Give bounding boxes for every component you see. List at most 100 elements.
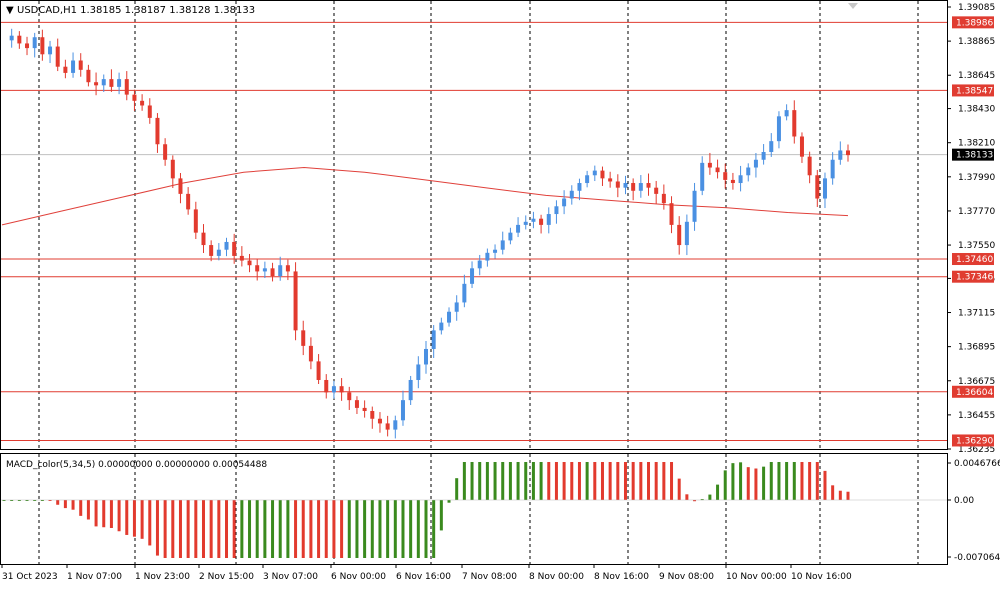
candle-body <box>78 60 83 70</box>
candle-body <box>48 46 53 55</box>
candle-body <box>700 162 705 191</box>
candle-body <box>784 110 789 117</box>
macd-bar <box>831 485 835 500</box>
candle-body <box>707 162 712 168</box>
macd-bar <box>25 500 29 501</box>
price-tick-label: 1.38865 <box>958 37 995 47</box>
candle-body <box>807 156 812 176</box>
candle-body <box>554 206 559 215</box>
candle-body <box>224 241 229 250</box>
macd-bar <box>462 462 466 500</box>
candle-body <box>646 183 651 188</box>
horizontal-level-lines[interactable] <box>1 21 947 441</box>
candle-body <box>393 420 398 430</box>
macd-bar <box>48 500 52 501</box>
candle-body <box>753 159 758 168</box>
price-tick-label: 1.37770 <box>958 207 995 217</box>
candle-body <box>178 178 183 194</box>
candle-body <box>362 407 367 412</box>
candle-body <box>577 183 582 191</box>
level-price-label: 1.36290 <box>956 436 993 446</box>
candle-body <box>600 170 605 179</box>
macd-bar <box>194 500 198 558</box>
macd-bar <box>432 500 436 558</box>
time-tick-label: 2 Nov 15:00 <box>199 572 254 582</box>
macd-bar <box>662 462 666 500</box>
candle-body <box>500 240 505 250</box>
candle-body <box>354 400 359 408</box>
candle-body <box>516 224 521 233</box>
macd-bar <box>347 500 351 558</box>
candle-body <box>71 60 76 73</box>
macd-bar <box>478 462 482 500</box>
time-tick-label: 3 Nov 07:00 <box>263 572 318 582</box>
candle-body <box>669 203 674 225</box>
candle-body <box>324 379 329 393</box>
macd-bar <box>455 478 459 500</box>
macd-bar <box>815 462 819 500</box>
macd-bar <box>424 500 428 558</box>
candle-body <box>838 150 843 160</box>
macd-bar <box>132 500 136 537</box>
macd-bar <box>700 499 704 501</box>
candle-body <box>140 100 145 106</box>
level-price-label: 1.37346 <box>956 273 993 283</box>
time-tick-label: 7 Nov 08:00 <box>462 572 517 582</box>
macd-bar <box>838 490 842 500</box>
candle-body <box>477 260 482 269</box>
macd-bar <box>769 462 773 500</box>
candle-body <box>25 43 30 49</box>
macd-bar <box>439 500 443 531</box>
candle-body <box>746 167 751 176</box>
candle-body <box>454 302 459 312</box>
macd-bar <box>600 462 604 500</box>
grid-lines <box>1 1 947 564</box>
chart-menu-arrow-icon[interactable] <box>848 3 858 9</box>
time-tick-label: 6 Nov 16:00 <box>396 572 451 582</box>
price-axis-ticks: 1.39085 1.38865 1.38645 1.38430 1.38210 1.379… <box>947 3 995 455</box>
candle-body <box>684 221 689 246</box>
time-tick-label: 10 Nov 00:00 <box>726 572 787 582</box>
macd-bar <box>340 500 344 558</box>
macd-bar <box>225 500 229 558</box>
macd-bar <box>524 462 528 500</box>
candle-body <box>109 79 114 87</box>
macd-bar <box>232 500 236 558</box>
macd-bar <box>792 462 796 500</box>
macd-bar <box>593 462 597 500</box>
candle-body <box>9 35 14 41</box>
macd-bar <box>808 462 812 500</box>
collapse-arrow-icon[interactable]: ▼ <box>6 5 14 16</box>
candle-body <box>523 221 528 225</box>
macd-tick-label: 0.00 <box>954 496 974 506</box>
candle-body <box>846 150 850 156</box>
candle-body <box>86 69 91 83</box>
macd-bar <box>693 500 697 502</box>
level-price-label: 1.36604 <box>956 388 993 398</box>
candle-body <box>301 330 306 346</box>
macd-bar <box>800 462 804 500</box>
candle-body <box>377 418 382 424</box>
macd-bar <box>639 462 643 500</box>
price-tick-label: 1.37115 <box>958 309 995 319</box>
macd-bar <box>355 500 359 558</box>
candle-body <box>117 79 122 87</box>
macd-bar <box>746 467 750 500</box>
macd-bar <box>754 468 758 500</box>
time-axis-ticks: 31 Oct 2023 1 Nov 07:00 1 Nov 23:00 2 Nov 1… <box>1 564 852 582</box>
candle-body <box>101 79 106 86</box>
macd-tick-label: -0.0070646 <box>954 553 1000 563</box>
level-price-tag <box>952 434 994 447</box>
macd-bar <box>286 500 290 558</box>
candle-body <box>170 159 175 179</box>
macd-bar <box>33 500 37 501</box>
level-price-tag <box>952 84 994 97</box>
macd-histogram <box>1 462 947 558</box>
macd-axis-ticks: 0.0046766 0.00 -0.0070646 <box>947 459 1000 563</box>
candle-body <box>270 268 275 277</box>
macd-bar <box>654 462 658 500</box>
candle-body <box>447 311 452 323</box>
macd-bar <box>125 500 129 535</box>
